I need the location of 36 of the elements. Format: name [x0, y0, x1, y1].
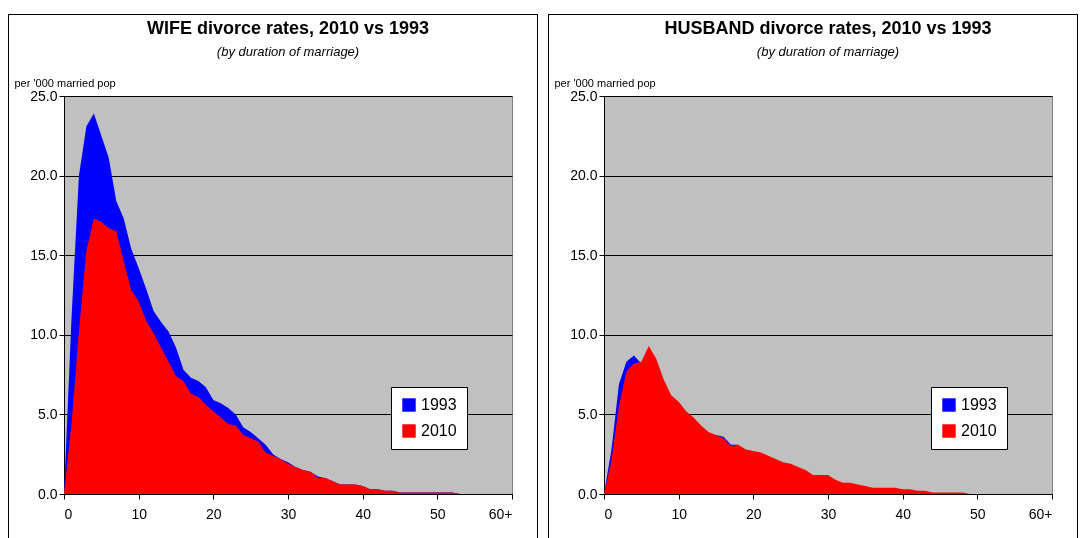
- y-tick-label: 10.0: [30, 326, 58, 343]
- x-tick-label: 50: [970, 505, 986, 522]
- x-tick-label: 10: [131, 505, 148, 522]
- chart-subtitle: (by duration of marriage): [216, 44, 360, 59]
- x-tick-label: 40: [355, 505, 372, 522]
- legend-label: 1993: [421, 396, 457, 413]
- x-tick-label: 30: [820, 505, 837, 522]
- legend-label: 2010: [961, 422, 997, 439]
- x-tick-label: 60+: [488, 505, 513, 522]
- y-tick-label: 25.0: [30, 87, 58, 104]
- y-axis-title: per '000 married pop: [14, 76, 116, 89]
- y-tick-label: 15.0: [570, 246, 598, 263]
- x-tick-label: 40: [895, 505, 912, 522]
- y-tick-label: 5.0: [38, 405, 58, 422]
- x-tick-label: 20: [206, 505, 222, 522]
- x-tick-label: 0: [604, 505, 613, 522]
- y-tick-label: 25.0: [570, 87, 598, 104]
- y-tick-label: 15.0: [30, 246, 58, 263]
- y-axis-title: per '000 married pop: [554, 76, 656, 89]
- y-tick-label: 0.0: [578, 485, 598, 502]
- y-tick-label: 20.0: [570, 167, 598, 184]
- chart-subtitle: (by duration of marriage): [756, 44, 900, 59]
- y-tick-label: 0.0: [38, 485, 58, 502]
- y-tick-label: 20.0: [30, 167, 58, 184]
- chart-title: WIFE divorce rates, 2010 vs 1993: [146, 18, 430, 38]
- x-tick-label: 20: [746, 505, 762, 522]
- legend-label: 2010: [421, 422, 457, 439]
- y-tick-label: 5.0: [578, 405, 598, 422]
- y-tick-label: 10.0: [570, 326, 598, 343]
- x-tick-label: 30: [280, 505, 297, 522]
- legend-label: 1993: [961, 396, 997, 413]
- chart-title: HUSBAND divorce rates, 2010 vs 1993: [664, 18, 992, 38]
- x-tick-label: 10: [671, 505, 688, 522]
- x-tick-label: 50: [430, 505, 446, 522]
- x-tick-label: 60+: [1028, 505, 1053, 522]
- x-tick-label: 0: [64, 505, 73, 522]
